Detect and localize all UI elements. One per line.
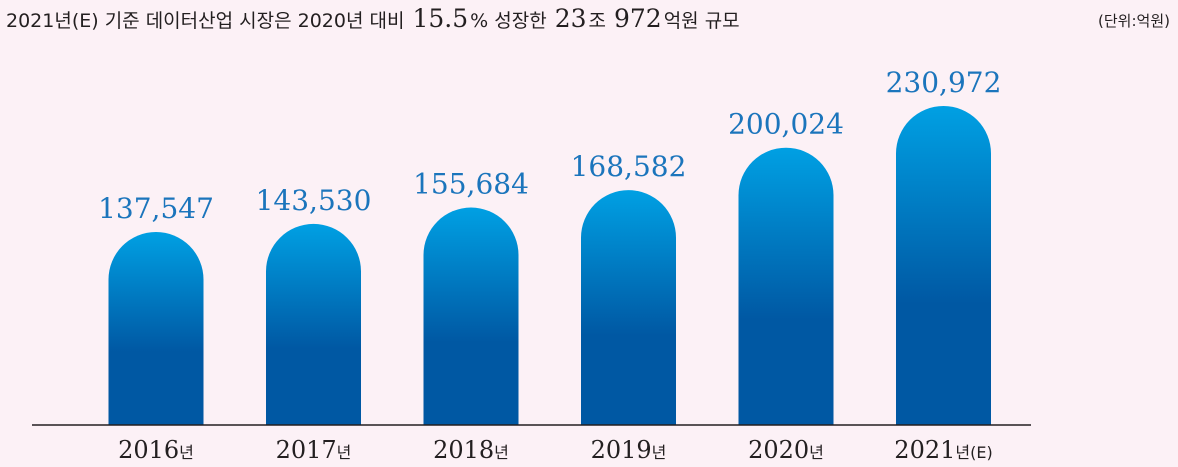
year-label-2021: 2021년(E): [894, 436, 992, 464]
bar-2019: [581, 190, 676, 425]
value-label-2020: 200,024: [728, 108, 844, 141]
value-label-2019: 168,582: [571, 150, 687, 183]
title-amount1: 23: [554, 4, 587, 33]
year-label-2016: 2016년: [118, 436, 194, 464]
title-amount2: 972: [613, 4, 662, 33]
title-part1: 2021년(E) 기준 데이터산업 시장은 2020년 대비: [6, 10, 405, 32]
title-amount1-unit: 조: [588, 10, 606, 32]
value-label-2016: 137,547: [98, 192, 214, 225]
unit-label: (단위:억원): [1098, 12, 1170, 30]
title-amount2-unit: 억원 규모: [663, 10, 740, 32]
value-label-2021: 230,972: [886, 66, 1002, 99]
chart-title: 2021년(E) 기준 데이터산업 시장은 2020년 대비 15.5 % 성장…: [6, 4, 740, 36]
year-label-2018: 2018년: [433, 436, 509, 464]
bar-2018: [423, 207, 519, 425]
bar-2021: [896, 106, 991, 426]
year-label-2019: 2019년: [591, 436, 667, 464]
year-label-2020: 2020년: [748, 436, 824, 464]
bar-2016: [108, 232, 204, 425]
year-label-2017: 2017년: [276, 436, 352, 464]
value-label-2017: 143,530: [256, 184, 372, 217]
title-percent: 15.5: [412, 4, 469, 33]
bar-2017: [266, 223, 362, 425]
bar-2020: [738, 147, 834, 425]
title-percent-unit: % 성장한: [470, 10, 547, 32]
value-label-2018: 155,684: [413, 168, 529, 201]
